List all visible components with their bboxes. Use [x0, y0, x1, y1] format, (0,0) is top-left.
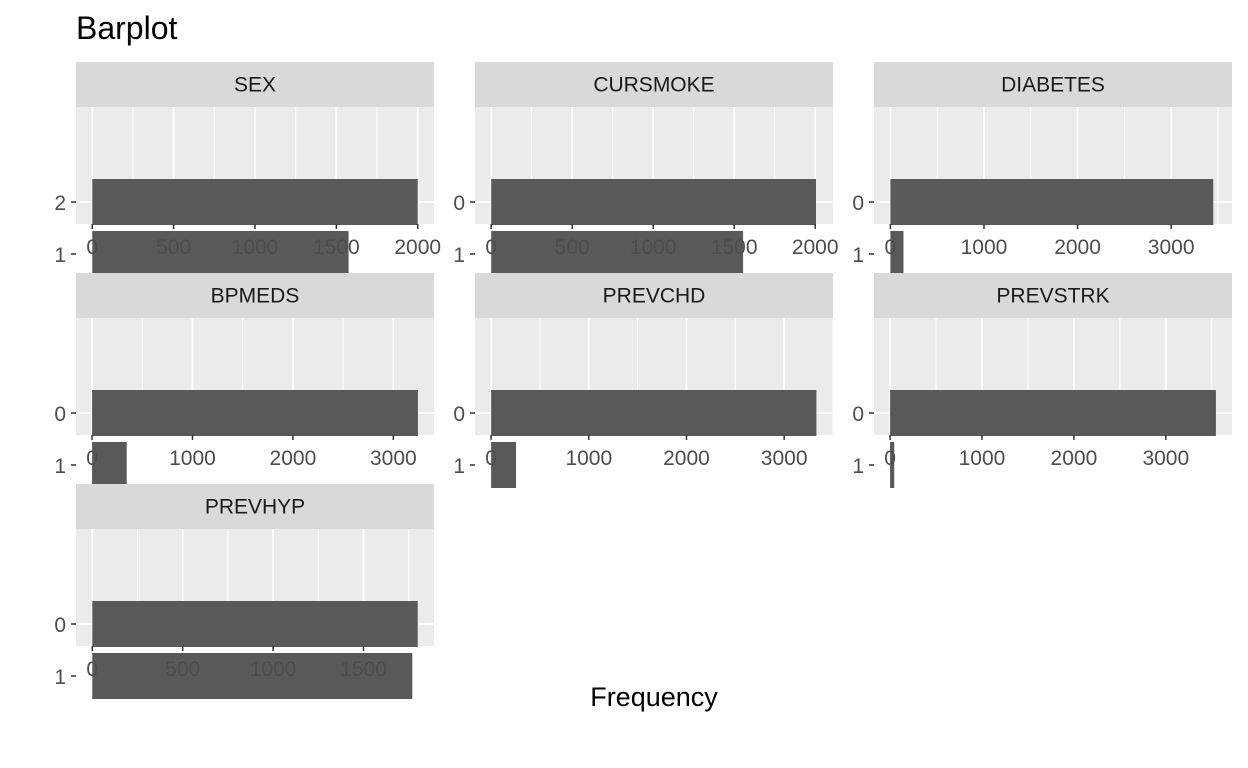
y-tick-label: 0 — [54, 614, 66, 637]
x-tick-label: 500 — [555, 236, 590, 259]
x-tick-label: 2000 — [792, 236, 839, 259]
y-tick-label: 0 — [54, 403, 66, 426]
x-tick-label: 0 — [86, 236, 98, 259]
bar-sex-2 — [92, 179, 418, 225]
strip-cursmoke — [475, 62, 833, 107]
x-tick-label: 0 — [485, 447, 497, 470]
bar-cursmoke-1 — [491, 231, 744, 277]
x-tick-label: 0 — [485, 236, 497, 259]
chart-title: Barplot — [76, 10, 178, 46]
x-tick-label: 1000 — [250, 658, 297, 681]
x-tick-label: 2000 — [663, 447, 710, 470]
bar-prevchd-1 — [491, 442, 517, 488]
x-tick-label: 1000 — [565, 447, 612, 470]
strip-prevchd — [475, 273, 833, 318]
x-tick-label: 2000 — [270, 447, 317, 470]
bar-prevstrk-1 — [890, 442, 895, 488]
y-tick-label: 1 — [852, 244, 864, 267]
y-tick-label: 1 — [54, 666, 66, 689]
y-tick-label: 0 — [453, 192, 465, 215]
bar-sex-1 — [92, 231, 349, 277]
y-tick-label: 1 — [852, 455, 864, 478]
x-tick-label: 1500 — [711, 236, 758, 259]
bar-diabetes-1 — [890, 231, 904, 277]
x-tick-label: 500 — [156, 236, 191, 259]
strip-label-sex: SEX — [234, 74, 276, 97]
bar-prevhyp-1 — [92, 653, 413, 699]
x-tick-label: 0 — [884, 447, 896, 470]
x-tick-label: 0 — [86, 447, 98, 470]
strip-prevhyp — [76, 484, 434, 529]
bar-prevhyp-0 — [92, 601, 418, 647]
bar-diabetes-0 — [890, 179, 1214, 225]
bar-prevstrk-0 — [890, 390, 1216, 436]
x-tick-label: 0 — [885, 236, 897, 259]
strip-sex — [76, 62, 434, 107]
y-tick-label: 0 — [852, 403, 864, 426]
y-tick-label: 1 — [54, 455, 66, 478]
x-tick-label: 1000 — [630, 236, 677, 259]
x-tick-label: 0 — [86, 658, 98, 681]
x-tick-label: 2000 — [1051, 447, 1098, 470]
x-tick-label: 1000 — [232, 236, 279, 259]
strip-label-bpmeds: BPMEDS — [211, 285, 300, 308]
x-tick-label: 500 — [165, 658, 200, 681]
x-tick-label: 1000 — [169, 447, 216, 470]
strip-prevstrk — [874, 273, 1232, 318]
strip-label-diabetes: DIABETES — [1001, 74, 1105, 97]
strip-label-prevhyp: PREVHYP — [205, 496, 305, 519]
x-axis-label: Frequency — [590, 682, 718, 712]
bar-bpmeds-1 — [92, 442, 127, 488]
bar-prevchd-0 — [491, 390, 817, 436]
x-tick-label: 2000 — [1054, 236, 1101, 259]
y-tick-label: 0 — [453, 403, 465, 426]
y-tick-label: 1 — [453, 244, 465, 267]
x-tick-label: 2000 — [394, 236, 441, 259]
bar-cursmoke-0 — [491, 179, 816, 225]
strip-label-prevchd: PREVCHD — [603, 285, 706, 308]
y-tick-label: 1 — [453, 455, 465, 478]
strip-bpmeds — [76, 273, 434, 318]
x-tick-label: 3000 — [1142, 447, 1189, 470]
x-tick-label: 1000 — [961, 236, 1008, 259]
x-tick-label: 3000 — [1148, 236, 1195, 259]
x-tick-label: 3000 — [370, 447, 417, 470]
strip-label-prevstrk: PREVSTRK — [996, 285, 1109, 308]
strip-diabetes — [874, 62, 1232, 107]
bar-bpmeds-0 — [92, 390, 418, 436]
x-tick-label: 3000 — [761, 447, 808, 470]
y-tick-label: 2 — [54, 192, 66, 215]
y-tick-label: 0 — [852, 192, 864, 215]
x-tick-label: 1500 — [313, 236, 360, 259]
y-tick-label: 1 — [54, 244, 66, 267]
x-tick-label: 1000 — [959, 447, 1006, 470]
strip-label-cursmoke: CURSMOKE — [593, 74, 714, 97]
x-tick-label: 1500 — [340, 658, 387, 681]
